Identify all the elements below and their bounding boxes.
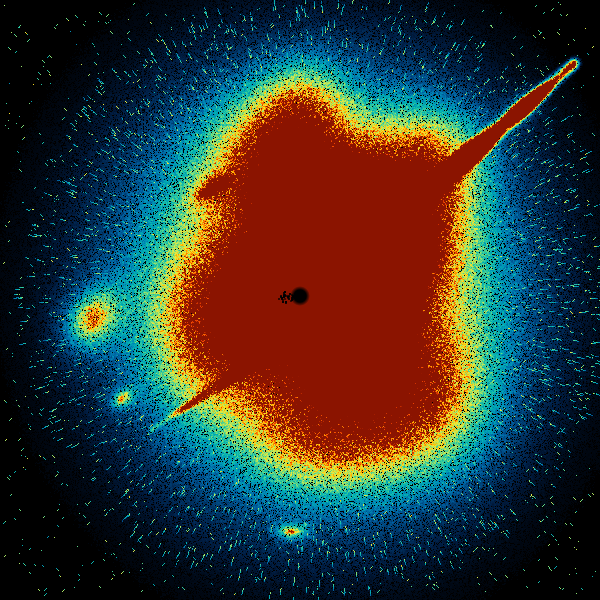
supernova-remnant-heatmap	[0, 0, 600, 600]
image-canvas-container: Supernova Remnant X-ray Intensity Map ra…	[0, 0, 600, 600]
